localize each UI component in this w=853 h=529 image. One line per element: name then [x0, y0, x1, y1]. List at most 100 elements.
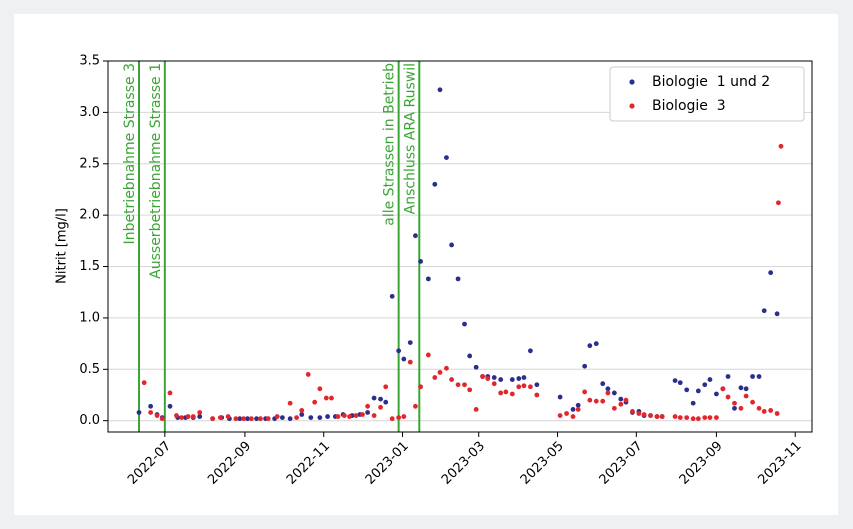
data-point — [648, 413, 653, 418]
data-point — [636, 411, 642, 416]
data-point — [254, 416, 259, 422]
data-point — [325, 414, 330, 419]
data-point — [237, 416, 243, 422]
data-point — [432, 181, 438, 187]
data-point — [317, 415, 323, 421]
legend-label: Biologie 3 — [652, 98, 726, 114]
data-point — [630, 409, 635, 414]
data-point — [672, 414, 678, 419]
data-point — [258, 416, 263, 422]
data-point — [294, 415, 299, 421]
data-point — [279, 415, 285, 421]
data-point — [467, 353, 473, 359]
data-point — [732, 405, 737, 411]
legend: Biologie 1 und 2 Biologie 3 — [609, 66, 805, 122]
data-point — [136, 410, 142, 415]
y-tick-label: 3.0 — [79, 105, 100, 120]
data-point — [455, 382, 461, 388]
data-point — [148, 410, 154, 415]
data-point — [528, 384, 533, 390]
data-point — [317, 386, 323, 392]
data-point — [462, 382, 467, 388]
data-point — [593, 398, 599, 404]
data-point — [605, 386, 611, 392]
data-point — [265, 416, 271, 422]
data-point — [274, 414, 280, 419]
data-point — [418, 384, 424, 390]
data-point — [750, 399, 755, 405]
data-point — [437, 369, 443, 375]
data-point — [437, 87, 443, 93]
data-point — [190, 414, 196, 419]
data-point — [690, 416, 696, 422]
data-point — [582, 389, 588, 395]
legend-marker — [629, 103, 635, 109]
y-tick-label: 0.5 — [79, 362, 100, 377]
data-point — [498, 377, 504, 382]
data-point — [575, 406, 581, 412]
data-point — [528, 348, 533, 354]
plot-frame — [107, 60, 813, 433]
data-point — [761, 308, 767, 314]
data-point — [756, 374, 762, 379]
data-point — [241, 416, 247, 422]
data-point — [743, 386, 749, 392]
data-point — [245, 416, 250, 422]
data-point — [776, 200, 781, 206]
data-point — [485, 376, 491, 381]
data-point — [418, 259, 424, 264]
data-point — [677, 380, 683, 386]
data-point — [371, 413, 377, 418]
data-point — [491, 381, 497, 387]
data-point — [707, 415, 713, 421]
data-point — [587, 397, 593, 403]
data-point — [605, 390, 611, 396]
data-point — [407, 340, 413, 345]
data-point — [148, 403, 154, 409]
data-point — [575, 402, 581, 408]
data-point — [534, 392, 540, 398]
data-point — [521, 375, 527, 380]
data-point — [684, 415, 690, 421]
data-point — [534, 382, 540, 388]
y-axis-label: Nitrit [mg/l] — [55, 208, 70, 284]
data-point — [308, 415, 314, 421]
data-point — [365, 403, 371, 409]
data-point — [774, 311, 780, 317]
data-point — [141, 380, 147, 386]
y-tick-label: 2.0 — [79, 208, 100, 223]
data-point — [401, 414, 407, 419]
data-point — [389, 416, 395, 422]
data-point — [225, 414, 231, 419]
data-point — [618, 396, 624, 402]
data-point — [323, 395, 329, 401]
data-point — [761, 409, 767, 414]
data-point — [167, 390, 173, 396]
data-point — [396, 415, 402, 421]
event-label: Inbetriebnahme Strasse 3 — [122, 63, 138, 244]
data-point — [197, 414, 203, 419]
data-point — [720, 386, 726, 392]
data-point — [509, 391, 515, 397]
data-point — [287, 400, 293, 406]
legend-box — [609, 66, 805, 122]
data-point — [516, 384, 522, 390]
event-label: Ausserbetriebnahme Strasse 1 — [148, 63, 164, 279]
data-point — [480, 374, 486, 379]
data-point — [365, 410, 371, 415]
data-point — [738, 385, 744, 391]
data-point — [360, 412, 365, 417]
data-point — [778, 143, 784, 149]
data-point — [600, 381, 606, 387]
data-point — [305, 372, 311, 377]
data-point — [557, 394, 563, 400]
data-point — [509, 377, 515, 382]
data-point — [185, 414, 191, 419]
y-tick-label: 3.5 — [79, 54, 100, 69]
data-point — [564, 411, 569, 416]
data-point — [335, 414, 341, 419]
data-point — [684, 387, 690, 393]
data-point — [498, 390, 504, 396]
data-point — [654, 414, 660, 419]
